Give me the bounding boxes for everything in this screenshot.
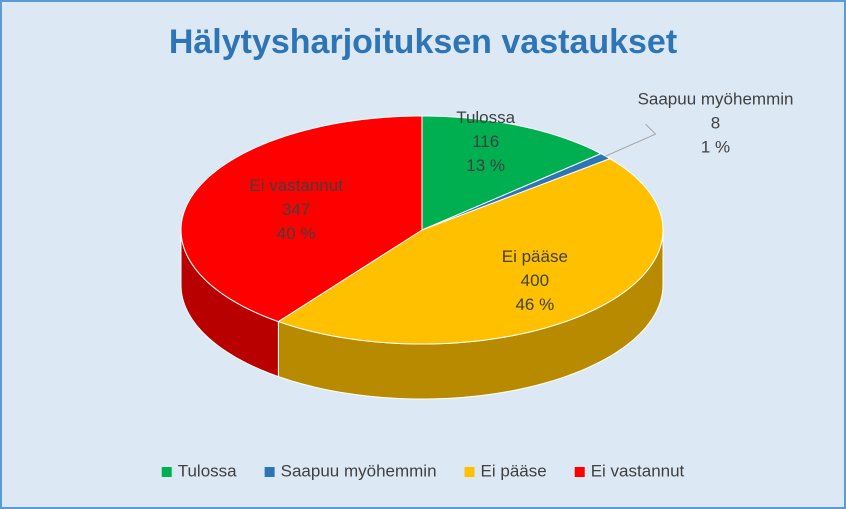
leader-line [605, 123, 657, 157]
data-label-percent: 40 % [277, 224, 316, 243]
data-label-value: 8 [711, 114, 720, 133]
data-label-name: Tulossa [456, 108, 515, 127]
data-label-value: 347 [282, 200, 310, 219]
pie-slice [180, 115, 423, 323]
pie-slice [277, 158, 664, 345]
legend-label: Saapuu myöhemmin [281, 461, 437, 480]
legend-swatch [574, 467, 585, 477]
pie-slice [421, 115, 603, 231]
legend-label: Ei vastannut [591, 461, 685, 480]
data-label-name: Ei pääse [502, 247, 568, 266]
data-label-percent: 13 % [466, 156, 505, 175]
legend-swatch [264, 467, 275, 477]
legend: Tulossa Saapuu myöhemmin Ei pääse Ei vastan… [161, 461, 685, 480]
legend-swatch [161, 467, 172, 477]
data-label-percent: 1 % [701, 138, 730, 157]
data-label-name: Saapuu myöhemmin [638, 90, 794, 109]
chart-title: Hälytysharjoituksen vastaukset [169, 23, 677, 61]
legend-label: Ei pääse [481, 461, 547, 480]
legend-label: Tulossa [178, 461, 237, 480]
data-label-value: 116 [472, 132, 499, 151]
data-label-name: Ei vastannut [249, 176, 343, 195]
legend-swatch [464, 467, 475, 477]
data-label-value: 400 [521, 271, 549, 290]
data-label-percent: 46 % [515, 295, 554, 314]
